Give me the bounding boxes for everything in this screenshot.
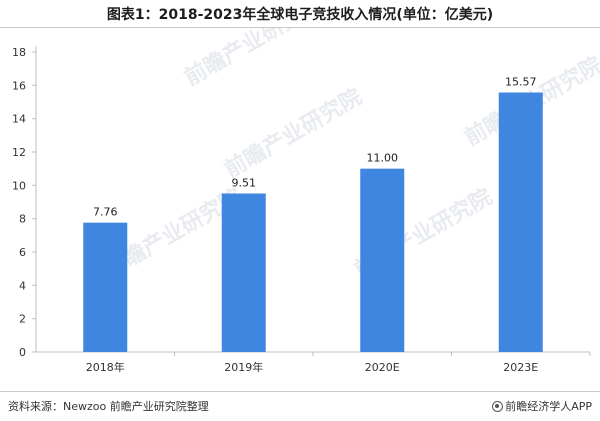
x-tick-label: 2020E — [365, 361, 400, 374]
chart-area: 前瞻产业研究院前瞻产业研究院前瞻产业研究院前瞻产业研究院前瞻产业研究院02468… — [0, 27, 600, 392]
bar — [498, 92, 543, 352]
y-tick-label: 16 — [12, 79, 26, 92]
data-label: 9.51 — [232, 177, 257, 190]
x-tick-label: 2019年 — [224, 360, 263, 374]
footer: 资料来源：Newzoo 前瞻产业研究院整理 前瞻经济学人APP — [0, 392, 600, 421]
bar — [360, 168, 405, 352]
x-tick-label: 2023E — [503, 361, 538, 374]
chart-title: 图表1：2018-2023年全球电子竞技收入情况(单位：亿美元) — [106, 7, 494, 23]
data-label: 7.76 — [93, 206, 118, 219]
source-note: 资料来源：Newzoo 前瞻产业研究院整理 — [8, 400, 209, 413]
bar — [221, 193, 266, 352]
x-tick-label: 2018年 — [86, 360, 125, 374]
y-tick-label: 10 — [12, 179, 26, 192]
bar-chart: 前瞻产业研究院前瞻产业研究院前瞻产业研究院前瞻产业研究院前瞻产业研究院02468… — [12, 28, 600, 374]
watermark-text: 前瞻产业研究院 — [220, 84, 366, 184]
y-tick-label: 2 — [19, 313, 26, 326]
brand-label: 前瞻经济学人APP — [505, 400, 592, 413]
y-tick-label: 0 — [19, 346, 26, 359]
data-label: 15.57 — [505, 76, 537, 89]
y-tick-label: 6 — [19, 246, 26, 259]
y-tick-label: 18 — [12, 46, 26, 59]
qianzhan-logo-icon — [492, 401, 504, 412]
y-tick-label: 4 — [19, 279, 26, 292]
brand-credit: 前瞻经济学人APP — [492, 398, 592, 414]
data-label: 11.00 — [367, 152, 399, 165]
y-tick-label: 8 — [19, 213, 26, 226]
bar — [83, 222, 128, 352]
y-tick-label: 12 — [12, 146, 26, 159]
y-tick-label: 14 — [12, 113, 26, 126]
watermark-text: 前瞻产业研究院 — [180, 28, 326, 91]
